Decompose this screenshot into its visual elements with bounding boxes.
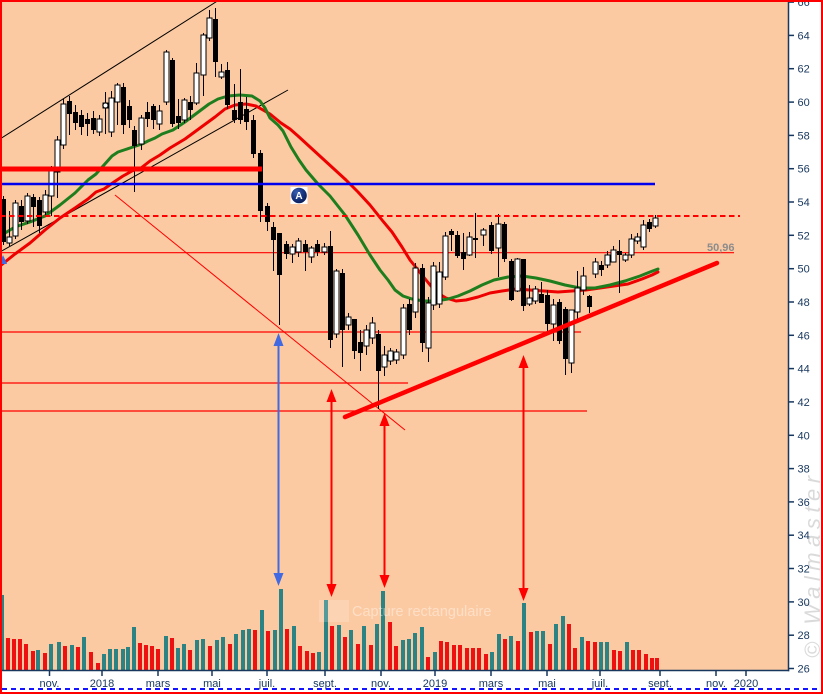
svg-text:34: 34 xyxy=(798,530,810,542)
svg-text:44: 44 xyxy=(798,364,810,376)
svg-text:28: 28 xyxy=(798,630,810,642)
svg-text:64: 64 xyxy=(798,30,810,42)
svg-text:mai: mai xyxy=(538,678,556,690)
svg-text:mars: mars xyxy=(146,678,171,690)
svg-text:© Walmaster: © Walmaster xyxy=(800,470,823,658)
svg-text:60: 60 xyxy=(798,97,810,109)
svg-text:66: 66 xyxy=(798,0,810,9)
svg-text:sept.: sept. xyxy=(648,678,672,690)
svg-text:mars: mars xyxy=(479,678,504,690)
svg-text:nov.: nov. xyxy=(40,678,60,690)
svg-text:A: A xyxy=(295,191,302,202)
svg-text:2019: 2019 xyxy=(423,678,447,690)
svg-text:50,96: 50,96 xyxy=(707,242,735,254)
svg-text:56: 56 xyxy=(798,164,810,176)
svg-text:54: 54 xyxy=(798,197,810,209)
svg-text:48: 48 xyxy=(798,297,810,309)
svg-text:32: 32 xyxy=(798,564,810,576)
svg-text:46: 46 xyxy=(798,330,810,342)
svg-text:26: 26 xyxy=(798,664,810,676)
svg-text:30: 30 xyxy=(798,597,810,609)
svg-text:Capture rectangulaire: Capture rectangulaire xyxy=(352,604,491,620)
svg-text:nov.: nov. xyxy=(706,678,726,690)
svg-text:nov.: nov. xyxy=(371,678,391,690)
svg-text:50: 50 xyxy=(798,264,810,276)
svg-text:juil.: juil. xyxy=(258,678,276,690)
svg-text:42: 42 xyxy=(798,397,810,409)
svg-text:40: 40 xyxy=(798,430,810,442)
svg-text:2020: 2020 xyxy=(734,678,758,690)
svg-text:juil.: juil. xyxy=(591,678,609,690)
svg-text:2018: 2018 xyxy=(90,678,114,690)
svg-text:38: 38 xyxy=(798,464,810,476)
svg-text:52: 52 xyxy=(798,230,810,242)
svg-text:mai: mai xyxy=(203,678,221,690)
svg-text:sept.: sept. xyxy=(313,678,337,690)
svg-text:36: 36 xyxy=(798,497,810,509)
svg-text:62: 62 xyxy=(798,64,810,76)
svg-text:58: 58 xyxy=(798,130,810,142)
